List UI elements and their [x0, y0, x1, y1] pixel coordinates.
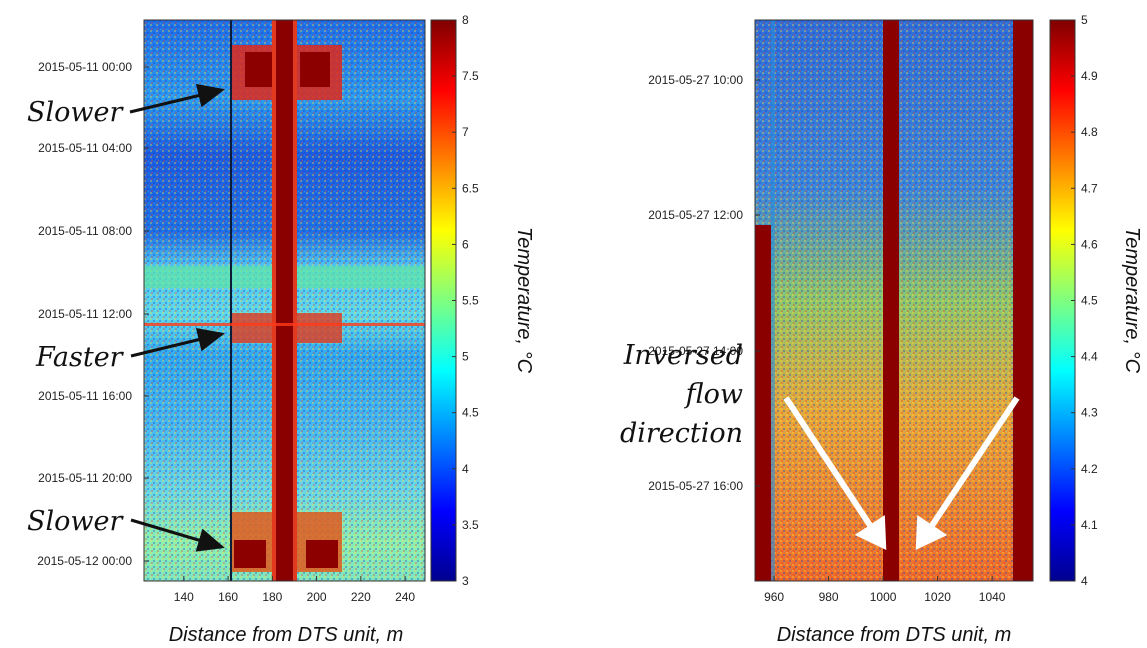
colorbar-tick-label: 4.4 — [1081, 350, 1098, 364]
annotation-arrow-slower-bottom — [130, 518, 225, 552]
right-colorbar-tick-labels: 4 4.1 4.2 4.3 4.4 4.5 4.6 4.7 4.8 4.9 5 — [1071, 13, 1098, 588]
left-x-axis-label: Distance from DTS unit, m — [169, 624, 404, 646]
y-tick-label: 2015-05-11 12:00 — [38, 307, 132, 321]
y-tick-label: 2015-05-12 00:00 — [37, 554, 132, 568]
right-heatmap — [754, 19, 1034, 582]
colorbar-tick-label: 3 — [462, 574, 469, 588]
annotation-inversed: Inversed — [623, 340, 743, 371]
right-y-tick-labels: 2015-05-27 10:00 2015-05-27 12:00 2015-05-… — [648, 73, 760, 493]
x-tick-label: 220 — [351, 590, 371, 604]
flow-arrow-right — [915, 396, 1020, 550]
x-tick-label: 1000 — [870, 590, 897, 604]
colorbar-tick-label: 3.5 — [462, 518, 479, 532]
y-tick-label: 2015-05-11 16:00 — [38, 389, 132, 403]
colorbar-tick-label: 5 — [1081, 13, 1088, 27]
x-tick-label: 980 — [819, 590, 839, 604]
x-tick-label: 180 — [262, 590, 282, 604]
left-colorbar-label: Temperature, °C — [513, 227, 535, 374]
x-tick-label: 200 — [307, 590, 327, 604]
y-tick-label: 2015-05-27 12:00 — [648, 208, 743, 222]
colorbar-tick-label: 5.5 — [462, 294, 479, 308]
annotation-faster: Faster — [35, 342, 125, 373]
y-tick-label: 2015-05-27 10:00 — [648, 73, 743, 87]
colorbar-tick-label: 4.5 — [1081, 294, 1098, 308]
annotation-direction: direction — [620, 418, 743, 449]
left-x-tick-labels: 140 160 180 200 220 240 — [174, 576, 415, 604]
x-tick-label: 960 — [764, 590, 784, 604]
annotation-flow: flow — [684, 379, 743, 410]
right-x-axis-label: Distance from DTS unit, m — [777, 624, 1012, 646]
colorbar-tick-label: 6 — [462, 237, 469, 251]
colorbar-tick-label: 4.2 — [1081, 462, 1098, 476]
colorbar-tick-label: 4.3 — [1081, 406, 1098, 420]
colorbar-tick-label: 4.1 — [1081, 518, 1098, 532]
colorbar-tick-label: 4.6 — [1081, 237, 1098, 251]
colorbar-tick-label: 4.8 — [1081, 125, 1098, 139]
x-tick-label: 140 — [174, 590, 194, 604]
annotation-arrow-faster — [130, 327, 225, 358]
annotation-slower-bottom: Slower — [27, 506, 124, 537]
colorbar-tick-label: 4 — [1081, 574, 1088, 588]
x-tick-label: 160 — [218, 590, 238, 604]
left-colorbar-tick-labels: 3 3.5 4 4.5 5 5.5 6 6.5 7 7.5 8 — [452, 13, 479, 588]
flow-arrow-left — [783, 396, 887, 551]
x-tick-label: 240 — [395, 590, 415, 604]
y-tick-label: 2015-05-11 00:00 — [38, 60, 132, 74]
left-heatmap — [143, 19, 426, 582]
y-tick-label: 2015-05-11 08:00 — [38, 224, 132, 238]
colorbar-tick-label: 8 — [462, 13, 469, 27]
colorbar-tick-label: 6.5 — [462, 181, 479, 195]
colorbar-tick-label: 7.5 — [462, 69, 479, 83]
right-x-tick-labels: 960 980 1000 1020 1040 — [764, 576, 1006, 604]
colorbar-tick-label: 5 — [462, 350, 469, 364]
colorbar-tick-label: 4.5 — [462, 406, 479, 420]
x-tick-label: 1040 — [979, 590, 1006, 604]
left-y-tick-labels: 2015-05-11 00:00 2015-05-11 04:00 2015-05-… — [37, 60, 149, 568]
annotation-arrow-slower-top — [129, 83, 225, 114]
annotation-slower-top: Slower — [27, 97, 124, 128]
y-tick-label: 2015-05-27 14:00 — [648, 344, 743, 358]
colorbar-tick-label: 4.9 — [1081, 69, 1098, 83]
right-colorbar-label: Temperature, °C — [1121, 227, 1143, 374]
y-tick-label: 2015-05-11 04:00 — [38, 141, 132, 155]
left-colorbar — [430, 19, 457, 582]
y-tick-label: 2015-05-11 20:00 — [38, 471, 132, 485]
y-tick-label: 2015-05-27 16:00 — [648, 479, 743, 493]
colorbar-tick-label: 4 — [462, 462, 469, 476]
colorbar-tick-label: 4.7 — [1081, 181, 1098, 195]
colorbar-tick-label: 7 — [462, 125, 469, 139]
x-tick-label: 1020 — [924, 590, 951, 604]
